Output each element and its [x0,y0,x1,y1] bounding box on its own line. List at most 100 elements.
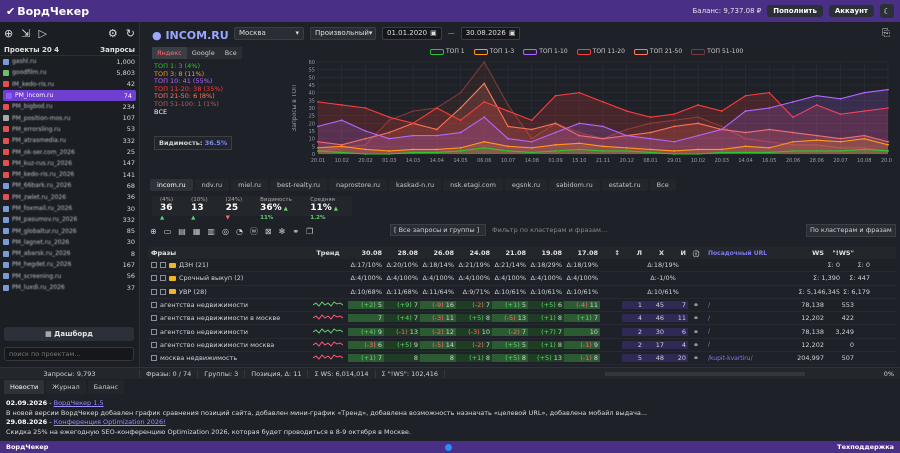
folder-icon[interactable]: ▭ [163,226,172,236]
timer-icon[interactable]: ◔ [235,226,243,236]
table-row[interactable]: агентство недвижимости москва (-3) 6 (+5) … [148,339,896,353]
table-row[interactable]: агентство недвижимости (+4) 9 (-1) 13 (-2) … [148,325,896,339]
grid-header-cell[interactable]: 19.08 [541,249,562,257]
project-item[interactable]: PM_luxdi.ru_2026 37 [0,282,139,293]
play-circle-icon[interactable]: ◎ [221,226,229,236]
competitor-tab[interactable]: sabidom.ru [549,179,600,191]
settings-icon[interactable]: ⚙ [107,26,118,40]
project-item[interactable]: PM_bigbod.ru 234 [0,101,139,112]
project-item[interactable]: PM_kuz-rus.ru_2026 147 [0,158,139,169]
landing-url-link[interactable]: / [708,341,711,349]
support-link[interactable]: Техподдержка [837,443,894,451]
row-checkbox[interactable] [151,288,157,295]
top-stat-line[interactable]: ТОП 11-20: 38 (35%) [154,84,224,93]
landing-url-link[interactable]: / [708,314,711,322]
project-item[interactable]: PM_abarsk.ru_2026 8 [0,248,139,259]
row-checkbox[interactable] [151,275,157,282]
grid-header-cell[interactable]: Посадочный URL [708,249,768,257]
project-item[interactable]: PM_zwlet.ru_2026 36 [0,192,139,203]
play-icon[interactable]: ▷ [38,26,47,40]
grid-header-cell[interactable]: Фразы [151,249,177,257]
period-select[interactable]: Произвольный ▾ [310,26,376,40]
add-icon[interactable]: ⊕ [150,226,157,236]
import-icon[interactable]: ⇲ [21,26,31,40]
grid-header-cell[interactable]: "!WS" [832,249,854,257]
expand-toggle-icon[interactable] [160,262,166,269]
engine-tab[interactable]: Яндекс [152,47,187,59]
competitor-tab[interactable]: incom.ru [150,179,193,191]
project-item[interactable]: goodfilm.ru 5,803 [0,67,139,78]
engine-tab[interactable]: Google [186,47,220,59]
project-item[interactable]: PM_kedo-ris.ru_2026 141 [0,169,139,180]
ws-icon[interactable]: ⓦ [249,226,258,236]
topup-button[interactable]: Пополнить [767,5,823,17]
row-checkbox[interactable] [151,302,157,309]
table-row[interactable]: агентства недвижимости (+2) 5 (+9) 7 (-9) 1… [148,299,896,313]
row-checkbox[interactable] [151,315,157,322]
competitor-tab[interactable]: ndv.ru [194,179,230,191]
legend-item[interactable]: ТОП 51-100 [691,48,743,55]
project-item[interactable]: PM_pasumov.ru_2026 332 [0,214,139,225]
competitor-tab[interactable]: miel.ru [231,179,268,191]
date-to-input[interactable]: 30.08.2026 ▣ [460,26,521,40]
project-item[interactable]: PM_66bark.ru_2026 68 [0,180,139,191]
cluster-mode-select[interactable]: По кластерам и фразам [806,224,896,237]
grid-header-cell[interactable]: Тренд [316,249,340,257]
top-stat-line[interactable]: ВСЕ [154,107,168,116]
legend-item[interactable]: ТОП 1-10 [523,48,568,55]
date-from-input[interactable]: 01.01.2020 ▣ [382,26,442,40]
project-search-input[interactable]: поиск по проектам… [4,347,134,361]
dashboard-button[interactable]: ▦ Дашборд [4,327,134,341]
grid-header-cell[interactable]: 28.08 [397,249,418,257]
top-stat-line[interactable]: ТОП 3: 8 (11%) [154,69,205,78]
top-stat-line[interactable]: ТОП 51-100: 1 (1%) [154,99,219,108]
competitor-tab[interactable]: nsk.etagi.com [443,179,503,191]
project-item[interactable]: PM_position-mos.ru 107 [0,112,139,123]
competitor-tab[interactable]: kaskad-n.ru [389,179,442,191]
row-checkbox[interactable] [151,262,157,269]
link-icon[interactable]: ⚭ [693,340,699,349]
landing-url-link[interactable]: /kupit-kvartiru/ [708,354,753,362]
table-icon[interactable]: ▦ [192,226,201,236]
grid-header-cell[interactable]: 21.08 [505,249,526,257]
legend-item[interactable]: ТОП 1-3 [473,48,514,55]
bottom-tab[interactable]: Новости [4,380,45,394]
project-item[interactable]: IM_kedo-ris.ru 42 [0,79,139,90]
project-item[interactable]: PM_errorsling.ru 53 [0,124,139,135]
groups-select[interactable]: [ Все запросы и группы ] [390,224,486,236]
grid-header-cell[interactable]: WS [812,249,824,257]
chart-icon[interactable]: ▥ [207,226,215,236]
grid-header-cell[interactable]: 26.08 [433,249,454,257]
expand-toggle-icon[interactable] [160,275,166,282]
expand-toggle-icon[interactable] [160,288,166,295]
landing-url-link[interactable]: / [708,301,711,309]
top-stat-line[interactable]: ТОП 21-50: 6 (8%) [154,92,215,101]
link-icon[interactable]: ⚭ [693,301,699,310]
project-item[interactable]: PM_screening.ru 56 [0,271,139,282]
copy-icon[interactable]: ❐ [306,226,314,236]
account-button[interactable]: Аккаунт [828,5,874,17]
project-item[interactable]: PM_ok-ser.com_2026 25 [0,146,139,157]
group-row[interactable]: УВР (28) Δ:10/68% Δ:11/68% Δ:11/64% Δ:9/71% Δ… [148,286,896,299]
competitor-tab[interactable]: best-realty.ru [269,179,327,191]
grid-header-cell[interactable]: И [680,249,686,257]
competitor-tab[interactable]: Все [649,179,676,191]
refresh-icon[interactable]: ↻ [125,26,135,40]
region-select[interactable]: Москва ▾ [234,26,304,40]
group-row[interactable]: ДЗН (21) Δ:17/10% Δ:20/10% Δ:18/14% Δ:21/19%… [148,259,896,273]
project-item[interactable]: PM_globaltur.ru_2026 85 [0,225,139,236]
competitor-tab[interactable]: estatet.ru [601,179,648,191]
news-link[interactable]: ВордЧекер 1.5 [53,399,104,407]
link-icon[interactable]: ⚭ [693,354,699,363]
bottom-tab[interactable]: Журнал [46,380,86,394]
grid-header-cell[interactable]: 24.08 [469,249,490,257]
table-row[interactable]: москва недвижимость (+1) 7 8 8 (+1) 8 (+5) 8(… [148,352,896,366]
legend-item[interactable]: ТОП 21-50 [633,48,682,55]
add-project-icon[interactable]: ⊕ [4,26,14,40]
export-icon[interactable]: ⎘ [882,28,890,39]
project-item[interactable]: PM_lagnet.ru_2026 30 [0,237,139,248]
project-item[interactable]: PM_atrasmedia.ru 332 [0,135,139,146]
grid-header-cell[interactable]: 17.08 [577,249,598,257]
row-checkbox[interactable] [151,355,157,362]
row-checkbox[interactable] [151,341,157,348]
